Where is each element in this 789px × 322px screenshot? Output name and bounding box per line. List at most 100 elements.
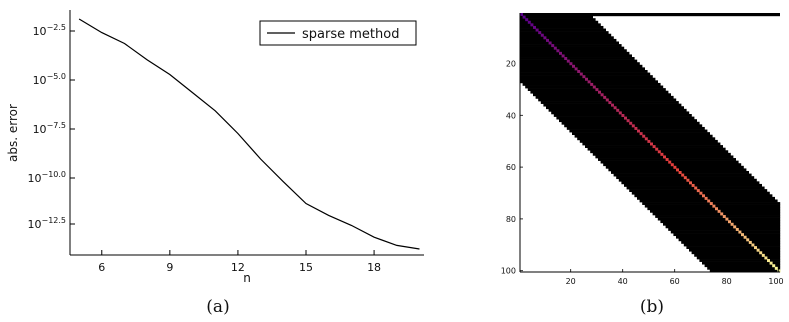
heatmap-diagonal-cell (572, 64, 575, 68)
heatmap-diagonal-cell (647, 139, 651, 143)
heatmap-band-row (520, 67, 645, 71)
heatmap-diagonal-cell (522, 15, 526, 19)
heatmap-diagonal-cell (715, 207, 718, 211)
legend-box (259, 20, 417, 46)
heatmap-diagonal-cell (712, 204, 716, 208)
heatmap-diagonal-cell (722, 215, 726, 219)
heatmap-y-tick-label: 20 (506, 60, 516, 69)
heatmap-band-row (520, 20, 599, 24)
heatmap-diagonal-cell (561, 54, 565, 58)
heatmap-band-row (694, 253, 781, 257)
y-tick-label: 10−7.5 (33, 121, 66, 136)
heatmap-diagonal-cell (644, 137, 648, 141)
heatmap-diagonal-cell (683, 176, 687, 180)
heatmap-band-row (520, 31, 609, 35)
heatmap-band-row (520, 64, 643, 68)
heatmap-band-row (676, 235, 781, 239)
heatmap-y-tick-label: 80 (506, 215, 516, 224)
heatmap-band-row (520, 15, 593, 19)
heatmap-band-row (520, 69, 648, 73)
heatmap-diagonal-cell (754, 246, 757, 250)
heatmap-diagonal-cell (642, 134, 646, 138)
heatmap-diagonal-cell (743, 235, 747, 239)
heatmap-diagonal-cell (611, 103, 614, 107)
y-tick-label: 10−10.0 (27, 170, 66, 185)
heatmap-band-row (520, 62, 640, 66)
heatmap-diagonal-cell (709, 202, 713, 206)
heatmap-diagonal-cell (748, 240, 752, 244)
heatmap-band-row (520, 23, 601, 27)
legend: sparse method (259, 20, 417, 46)
heatmap-diagonal-cell (530, 23, 534, 27)
sparsity-heatmap: 20 40 60 80 100 20 40 60 80 100 (b) (501, 13, 784, 317)
heatmap-diagonal-cell (559, 51, 562, 55)
heatmap-band-row (520, 54, 632, 58)
heatmap-band-row (520, 41, 619, 45)
heatmap-diagonal-cell (543, 36, 547, 40)
y-ticks: 10−2.5 10−5.0 10−7.5 10−10.0 10−12.5 (27, 23, 75, 231)
x-axis-label: n (243, 271, 251, 285)
heatmap-diagonal-cell (613, 106, 617, 110)
heatmap-diagonal-cell (579, 72, 583, 76)
heatmap-diagonal-cell (569, 62, 573, 66)
heatmap-diagonal-cell (735, 227, 739, 231)
heatmap-diagonal-cell (696, 189, 700, 193)
heatmap-diagonal-cell (678, 170, 682, 174)
heatmap-y-ticks: 20 40 60 80 100 (501, 60, 523, 276)
heatmap-diagonal-cell (686, 178, 690, 182)
heatmap-diagonal-cell (582, 75, 586, 79)
heatmap-diagonal-cell (741, 233, 744, 237)
heatmap-diagonal-cell (665, 158, 669, 162)
heatmap-diagonal-cell (533, 25, 536, 29)
heatmap-diagonal-cell (774, 266, 778, 270)
heatmap-diagonal-cell (655, 147, 659, 151)
heatmap-diagonal-cell (676, 168, 679, 172)
heatmap-band-row (655, 215, 781, 218)
heatmap-diagonal-cell (621, 114, 625, 117)
heatmap-diagonal-cell (590, 82, 594, 86)
heatmap-band-row (520, 57, 635, 60)
heatmap-diagonal-cell (553, 46, 557, 50)
heatmap-diagonal-cell (725, 217, 729, 221)
heatmap-diagonal-cell (746, 238, 750, 242)
heatmap-diagonal-cell (728, 220, 731, 224)
heatmap-diagonal-cell (605, 98, 609, 102)
heatmap-band-row (520, 18, 596, 22)
x-tick-label: 6 (98, 261, 105, 274)
heatmap-diagonal-cell (756, 248, 760, 252)
heatmap-diagonal-cell (546, 38, 549, 42)
heatmap-diagonal-cell (598, 90, 601, 94)
heatmap-band-row (520, 44, 622, 47)
heatmap-x-tick-label: 100 (768, 277, 783, 286)
heatmap-diagonal-cell (704, 196, 708, 200)
error-line-chart: 6 9 12 15 18 10−2.5 10−5.0 10−7.5 10−10.0 10−12.… (6, 10, 424, 317)
heatmap-band-row (650, 209, 781, 213)
heatmap-diagonal-cell (595, 88, 599, 92)
heatmap-first-row (520, 13, 780, 17)
x-tick-label: 15 (299, 261, 313, 274)
heatmap-band-row (709, 269, 781, 273)
heatmap-diagonal-cell (538, 31, 542, 35)
x-tick-label: 12 (231, 261, 245, 274)
heatmap-diagonal-cell (699, 191, 703, 195)
y-axis-label: abs. error (6, 104, 20, 162)
heatmap-diagonal-cell (707, 199, 711, 203)
heatmap-band-row (665, 225, 781, 229)
caption-a: (a) (206, 297, 229, 317)
caption-b: (b) (640, 297, 664, 317)
heatmap-diagonal-cell (608, 101, 612, 105)
heatmap-diagonal-cell (574, 67, 578, 71)
heatmap-diagonal-cell (663, 155, 666, 159)
heatmap-diagonal-cell (564, 57, 568, 61)
heatmap-band-row (520, 51, 630, 55)
heatmap-band-row (657, 217, 781, 221)
heatmap-band-row (699, 259, 781, 262)
plot-background (70, 10, 424, 255)
heatmap-band-row (520, 38, 617, 42)
heatmap-diagonal-cell (587, 80, 591, 84)
series-line-sparse-method (78, 18, 420, 250)
heatmap-diagonal-cell (637, 129, 640, 133)
y-tick-label: 10−5.0 (33, 72, 66, 87)
heatmap-diagonal-cell (769, 261, 773, 265)
